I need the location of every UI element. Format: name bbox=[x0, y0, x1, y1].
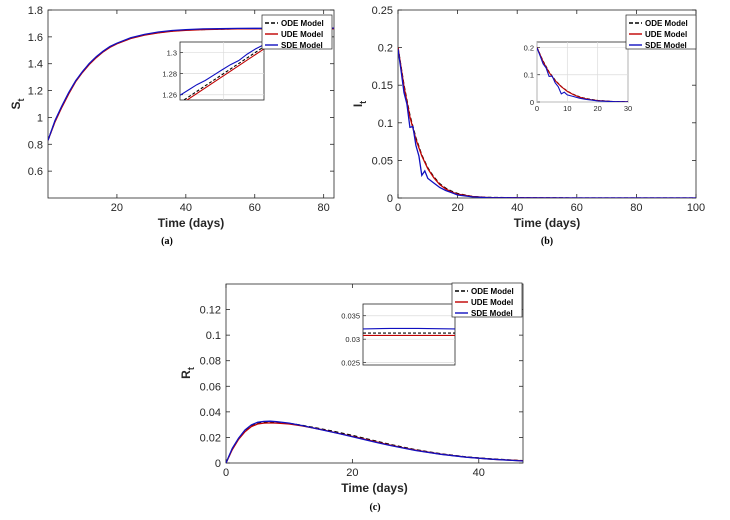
inset-panel: 0 0.1 0.2 0 10 20 30 bbox=[524, 41, 632, 113]
y-axis-label: It bbox=[351, 101, 368, 107]
y-tick-label: 0.04 bbox=[200, 407, 221, 419]
panel-caption: (b) bbox=[541, 236, 553, 247]
legend: ODE Model UDE Model SDE Model bbox=[261, 14, 333, 50]
inset-series-line-sde bbox=[537, 47, 628, 102]
y-tick-label: 0.12 bbox=[200, 305, 221, 317]
y-axis-label: St bbox=[9, 98, 26, 109]
x-tick-label: 40 bbox=[473, 467, 485, 479]
legend-label: ODE Model bbox=[471, 287, 514, 296]
y-tick-label: 0 bbox=[215, 458, 221, 470]
y-tick-label: 0.25 bbox=[372, 5, 393, 17]
inset-y-tick-label: 1.3 bbox=[167, 49, 177, 58]
inset-x-tick-label: 10 bbox=[563, 104, 571, 113]
x-tick-label: 60 bbox=[249, 202, 261, 214]
y-tick-label: 1.4 bbox=[28, 59, 43, 71]
inset-area bbox=[536, 41, 629, 103]
legend-box bbox=[625, 14, 697, 50]
inset-series-group bbox=[537, 47, 628, 102]
x-tick-label: 0 bbox=[223, 467, 229, 479]
legend-label: SDE Model bbox=[471, 309, 513, 318]
y-axis-label-sub: t bbox=[186, 367, 196, 370]
y-axis-label-sub: t bbox=[358, 101, 368, 104]
inset-series-group bbox=[180, 44, 264, 100]
inset-panel: 1.26 1.28 1.3 bbox=[162, 41, 265, 101]
y-tick-label: 0.08 bbox=[200, 356, 221, 368]
inset-y-tick-label: 0.035 bbox=[341, 312, 360, 321]
legend-label: ODE Model bbox=[281, 19, 324, 28]
y-tick-label: 0 bbox=[387, 193, 393, 205]
legend-label: UDE Model bbox=[471, 298, 513, 307]
x-tick-label: 40 bbox=[180, 202, 192, 214]
y-tick-label: 1.2 bbox=[28, 86, 43, 98]
legend: ODE Model UDE Model SDE Model bbox=[451, 282, 523, 318]
series-group bbox=[226, 420, 523, 463]
x-tick-label: 80 bbox=[630, 202, 642, 214]
panel-caption: (a) bbox=[161, 236, 173, 247]
y-tick-label: 0.2 bbox=[378, 43, 393, 55]
y-tick-label: 0.15 bbox=[372, 80, 393, 92]
inset-y-tick-label: 0.1 bbox=[524, 71, 534, 80]
x-axis-label: Time (days) bbox=[341, 481, 407, 495]
legend-box bbox=[261, 14, 333, 50]
y-axis-label-main: S bbox=[9, 101, 23, 109]
inset-series-line-sde bbox=[363, 327, 455, 330]
series-group bbox=[398, 47, 696, 198]
legend-label: SDE Model bbox=[281, 41, 323, 50]
inset-series-group bbox=[363, 327, 455, 336]
inset-series-line-ode bbox=[182, 46, 264, 100]
inset-y-tick-label: 0.03 bbox=[345, 335, 360, 344]
legend-label: UDE Model bbox=[281, 30, 323, 39]
y-tick-label: 0.1 bbox=[378, 118, 393, 130]
inset-x-tick-label: 0 bbox=[535, 104, 539, 113]
inset-x-tick-label: 20 bbox=[593, 104, 601, 113]
inset-series-line-sde bbox=[180, 44, 264, 96]
x-tick-label: 40 bbox=[511, 202, 523, 214]
inset-y-tick-label: 1.28 bbox=[162, 70, 177, 79]
y-tick-label: 0.1 bbox=[206, 330, 221, 342]
inset-area bbox=[179, 41, 265, 101]
x-tick-label: 20 bbox=[111, 202, 123, 214]
legend: ODE Model UDE Model SDE Model bbox=[625, 14, 697, 50]
x-tick-label: 80 bbox=[318, 202, 330, 214]
x-tick-label: 0 bbox=[395, 202, 401, 214]
y-axis-label: Rt bbox=[179, 367, 196, 379]
y-tick-label: 0.6 bbox=[28, 166, 43, 178]
inset-x-tick-label: 30 bbox=[624, 104, 632, 113]
y-tick-label: 0.8 bbox=[28, 139, 43, 151]
inset-y-tick-label: 0.025 bbox=[341, 359, 360, 368]
x-axis-label: Time (days) bbox=[158, 216, 224, 230]
x-tick-label: 20 bbox=[346, 467, 358, 479]
x-tick-label: 100 bbox=[687, 202, 705, 214]
y-axis-label-main: I bbox=[351, 104, 365, 107]
legend-label: SDE Model bbox=[645, 41, 687, 50]
y-axis-label-main: R bbox=[179, 370, 193, 379]
legend-label: ODE Model bbox=[645, 19, 688, 28]
x-tick-label: 60 bbox=[571, 202, 583, 214]
chart-panel-0: 0.6 0.8 1 1.2 1.4 1.6 1.8 20 40 60 80 Time (days) St… bbox=[9, 5, 335, 247]
legend-label: UDE Model bbox=[645, 30, 687, 39]
y-axis-label-sub: t bbox=[16, 98, 26, 101]
inset-panel: 0.025 0.03 0.035 bbox=[341, 303, 456, 368]
inset-y-tick-label: 1.26 bbox=[162, 91, 177, 100]
x-tick-label: 20 bbox=[451, 202, 463, 214]
y-tick-label: 0.05 bbox=[372, 155, 393, 167]
y-tick-label: 1.8 bbox=[28, 5, 43, 17]
y-tick-label: 0.06 bbox=[200, 381, 221, 393]
panel-caption: (c) bbox=[369, 502, 380, 513]
y-tick-label: 1 bbox=[37, 112, 43, 124]
legend-box bbox=[451, 282, 523, 318]
series-line-sde bbox=[398, 49, 696, 198]
inset-y-tick-label: 0 bbox=[530, 98, 534, 107]
y-tick-label: 0.02 bbox=[200, 432, 221, 444]
chart-panel-2: 0 0.02 0.04 0.06 0.08 0.1 0.12 0 20 40 Time (days)… bbox=[179, 282, 524, 513]
inset-series-line-ude bbox=[186, 48, 264, 100]
y-tick-label: 1.6 bbox=[28, 32, 43, 44]
inset-y-tick-label: 0.2 bbox=[524, 43, 534, 52]
inset-area bbox=[362, 303, 456, 366]
series-line-sde bbox=[226, 420, 523, 463]
x-axis-label: Time (days) bbox=[514, 216, 580, 230]
